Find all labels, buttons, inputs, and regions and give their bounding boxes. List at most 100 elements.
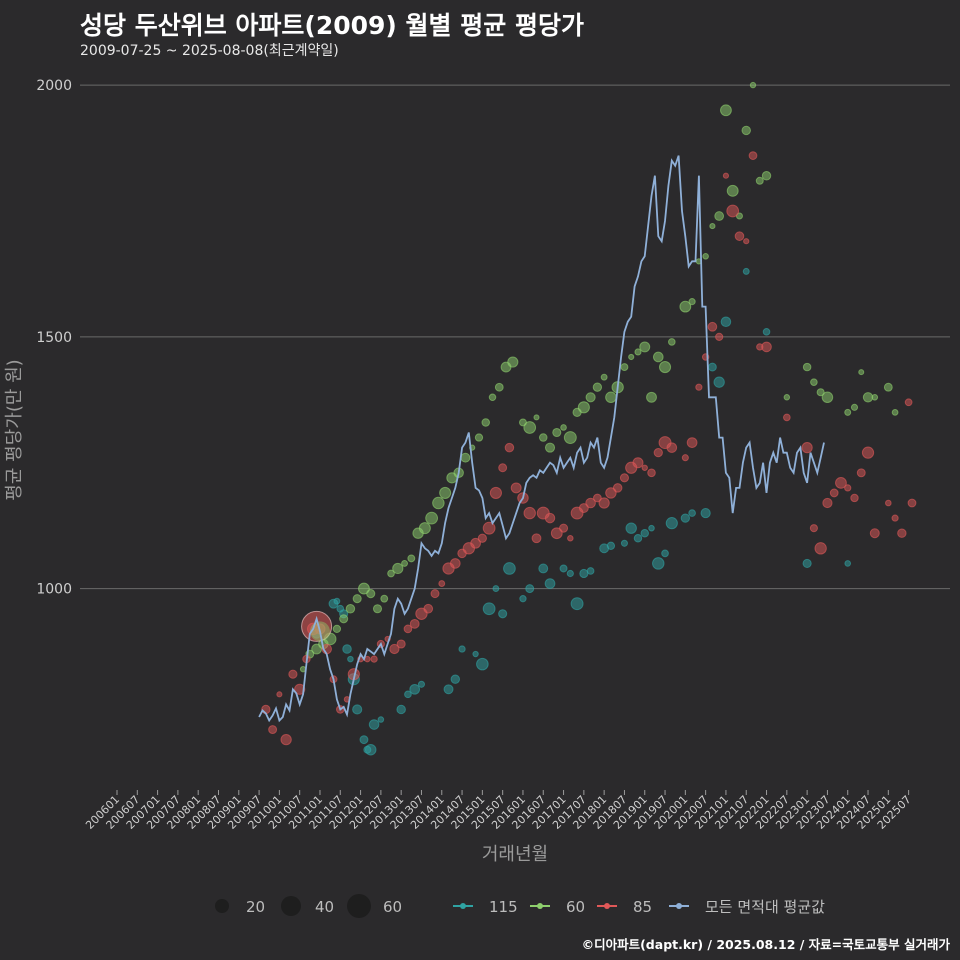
point-60: [646, 391, 657, 403]
point-60: [628, 353, 635, 361]
point-85: [850, 493, 859, 503]
point-85: [734, 231, 745, 241]
point-115: [640, 528, 649, 538]
point-85: [593, 493, 602, 503]
point-115: [409, 683, 421, 695]
point-115: [342, 644, 352, 654]
point-60: [652, 351, 664, 363]
point-60: [380, 594, 389, 603]
grid-lines: [80, 84, 950, 590]
point-85: [761, 341, 772, 353]
x-axis-title: 거래년월: [482, 844, 548, 865]
point-115: [559, 564, 568, 573]
point-60: [858, 369, 865, 376]
point-60: [592, 382, 603, 392]
point-115: [544, 578, 556, 589]
point-85: [389, 643, 400, 655]
point-85: [891, 514, 899, 522]
point-115: [519, 595, 527, 603]
point-115: [652, 557, 665, 570]
average-line-layer: [258, 155, 825, 723]
point-60: [563, 431, 577, 445]
point-115: [482, 602, 496, 616]
point-115: [661, 549, 669, 558]
point-115: [364, 743, 377, 756]
point-115: [472, 650, 479, 658]
legend-series-label: 115: [489, 898, 518, 916]
point-115: [802, 558, 812, 569]
point-85: [632, 457, 644, 469]
point-60: [821, 391, 834, 404]
point-85: [276, 691, 283, 698]
point-115: [498, 609, 508, 619]
point-85: [715, 332, 724, 341]
point-115: [742, 267, 750, 275]
point-85: [695, 383, 703, 391]
point-85: [835, 476, 847, 489]
legend: 20 40 60 115 60 85 모든 면적대 평균값: [215, 894, 825, 918]
point-85: [578, 503, 589, 513]
point-85: [294, 683, 306, 695]
point-85: [707, 321, 718, 332]
point-115: [688, 509, 696, 517]
point-115: [633, 534, 643, 543]
point-60: [749, 81, 757, 89]
point-115: [396, 704, 406, 715]
point-60: [862, 392, 874, 403]
point-85: [523, 506, 536, 520]
point-60: [634, 348, 642, 356]
point-85: [504, 442, 515, 453]
legend-dot-swatch: [604, 903, 610, 909]
point-85: [396, 639, 406, 649]
point-115: [665, 517, 678, 530]
point-60: [352, 594, 362, 604]
point-85: [489, 486, 502, 500]
point-60: [507, 356, 519, 368]
point-115: [347, 655, 354, 663]
point-115: [606, 541, 616, 550]
source-caption: ©디아파트(dapt.kr) / 2025.08.12 / 자료=국토교통부 실…: [581, 937, 950, 952]
point-85: [619, 473, 630, 483]
point-115: [620, 539, 628, 547]
point-85: [567, 534, 574, 542]
point-115: [359, 735, 369, 745]
point-60: [720, 104, 732, 117]
point-60: [620, 363, 629, 371]
chart-subtitle: 2009-07-25 ~ 2025-08-08(최근계약일): [80, 43, 339, 59]
point-60: [552, 427, 562, 438]
point-115: [586, 567, 595, 575]
point-60: [494, 382, 504, 392]
point-60: [523, 421, 537, 434]
point-115: [680, 513, 690, 523]
point-60: [761, 171, 772, 181]
point-60: [372, 604, 383, 614]
point-115: [525, 584, 535, 594]
point-60: [401, 559, 409, 567]
point-60: [783, 394, 791, 401]
point-85: [498, 463, 508, 473]
point-60: [474, 433, 484, 442]
point-60: [891, 408, 899, 416]
point-60: [439, 486, 452, 499]
point-60: [332, 624, 342, 634]
point-85: [822, 497, 833, 509]
x-axis-ticks: 2006012006072007012007072008012008072009…: [83, 790, 914, 832]
y-tick-label: 2000: [36, 78, 72, 94]
point-60: [460, 452, 471, 463]
point-85: [531, 533, 542, 544]
point-60: [538, 433, 548, 442]
point-115: [844, 560, 852, 567]
y-tick-label: 1500: [36, 330, 72, 346]
point-85: [722, 172, 730, 179]
point-85: [814, 542, 827, 555]
point-85: [783, 413, 791, 422]
y-axis-title: 평균 평당가(만 원): [4, 359, 25, 500]
point-115: [566, 569, 574, 578]
point-115: [492, 585, 500, 593]
point-60: [358, 582, 370, 595]
point-60: [850, 403, 859, 411]
point-60: [714, 211, 725, 221]
point-85: [904, 398, 913, 407]
point-85: [681, 454, 689, 462]
